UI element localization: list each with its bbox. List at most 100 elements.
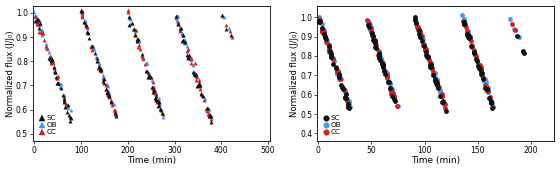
Point — [466, 35, 475, 38]
Point — [155, 101, 164, 104]
Point — [367, 31, 376, 34]
Point — [431, 79, 440, 82]
Point — [366, 28, 375, 30]
Point — [507, 23, 516, 25]
Point — [417, 35, 426, 38]
Point — [364, 23, 373, 26]
Point — [332, 68, 341, 71]
Point — [41, 43, 50, 45]
Point — [50, 70, 59, 73]
Point — [469, 49, 478, 52]
Point — [151, 95, 160, 97]
Point — [320, 36, 329, 38]
Point — [148, 86, 157, 89]
Point — [320, 36, 329, 38]
Point — [319, 31, 328, 34]
Point — [315, 19, 324, 22]
Point — [426, 64, 435, 67]
Point — [142, 70, 151, 73]
Point — [343, 99, 352, 102]
Point — [57, 82, 66, 85]
Point — [315, 20, 324, 22]
Point — [109, 102, 118, 105]
Point — [379, 65, 388, 68]
Point — [463, 30, 472, 33]
Point — [478, 75, 487, 77]
Point — [146, 75, 155, 78]
Point — [32, 18, 41, 20]
Point — [41, 45, 50, 48]
Point — [81, 18, 90, 21]
Point — [185, 54, 194, 56]
Point — [458, 14, 466, 17]
Point — [426, 65, 435, 68]
Point — [477, 69, 486, 72]
Point — [51, 71, 60, 74]
Point — [340, 89, 349, 91]
Point — [62, 110, 71, 113]
Point — [375, 58, 384, 61]
Point — [54, 82, 63, 85]
Point — [432, 78, 441, 81]
Point — [316, 20, 325, 23]
Point — [479, 77, 488, 80]
Point — [174, 22, 183, 24]
Point — [513, 35, 522, 37]
Point — [56, 83, 65, 86]
Point — [440, 102, 449, 105]
Point — [424, 59, 433, 62]
Point — [63, 105, 72, 108]
Point — [480, 80, 489, 82]
Point — [469, 50, 478, 52]
Point — [327, 53, 336, 56]
Point — [198, 95, 207, 98]
Point — [77, 14, 86, 17]
Point — [414, 29, 423, 31]
Point — [78, 11, 87, 14]
Point — [480, 78, 489, 81]
Point — [346, 106, 354, 109]
Point — [366, 25, 375, 28]
Point — [362, 18, 371, 21]
Point — [437, 94, 446, 97]
Point — [438, 100, 447, 102]
Point — [132, 38, 141, 41]
Point — [331, 66, 340, 68]
Point — [53, 75, 62, 78]
Point — [329, 62, 338, 65]
Point — [519, 51, 528, 54]
Point — [138, 58, 147, 61]
Point — [342, 93, 351, 96]
Point — [430, 76, 439, 78]
Point — [461, 23, 470, 25]
Point — [372, 47, 381, 49]
Point — [89, 47, 98, 50]
Point — [422, 54, 431, 57]
Point — [108, 101, 117, 103]
Point — [180, 40, 189, 43]
Point — [64, 114, 73, 116]
Point — [104, 91, 113, 94]
Point — [464, 35, 473, 38]
Point — [174, 22, 183, 25]
Point — [387, 92, 396, 95]
Point — [153, 100, 162, 103]
Point — [194, 78, 203, 81]
Point — [421, 47, 430, 50]
Point — [190, 74, 199, 77]
Point — [177, 40, 186, 43]
Point — [46, 57, 55, 60]
Point — [82, 27, 91, 30]
Point — [482, 87, 491, 90]
Point — [482, 86, 491, 88]
Point — [174, 21, 183, 23]
Point — [82, 26, 91, 29]
Point — [55, 81, 64, 84]
Point — [426, 63, 435, 65]
Point — [382, 75, 391, 78]
Point — [92, 60, 101, 63]
Point — [416, 35, 425, 38]
Point — [318, 27, 326, 29]
Point — [31, 14, 40, 17]
Point — [425, 59, 434, 61]
